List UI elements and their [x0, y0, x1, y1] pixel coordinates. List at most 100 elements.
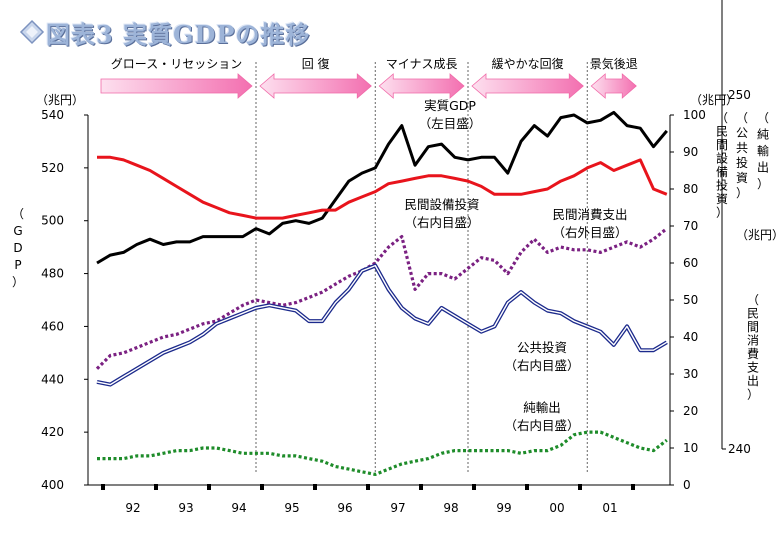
right-inner-axis-unit: （兆円）: [690, 93, 738, 107]
right-inner-tick-label: 10: [683, 441, 698, 455]
right-inner-tick-label: 90: [683, 145, 698, 159]
chart-title-block: 図表3 実質GDPの推移: [18, 14, 310, 50]
right-inner-tick-label: 60: [683, 256, 698, 270]
net-export-axis-title-char: 輸: [757, 143, 769, 158]
year-boundary-mark: [366, 484, 370, 490]
series-label: 純輸出: [523, 400, 561, 415]
right-inner-tick-label: 100: [683, 108, 706, 122]
series-line: [97, 155, 668, 220]
public-investment-axis-title: （公共投資）: [736, 111, 748, 200]
x-tick-label: 96: [337, 501, 352, 515]
year-boundary-mark: [313, 484, 317, 490]
phase-arrow: [378, 73, 465, 99]
right-outer-axis-title-char: 出: [747, 374, 759, 388]
phase-arrow: [471, 73, 584, 99]
public-investment-axis-title-char: ）: [736, 186, 748, 200]
net-export-axis-title-char: 出: [757, 161, 769, 175]
left-tick-label: 440: [41, 372, 64, 386]
left-axis-title-char: D: [13, 241, 22, 255]
left-axis-title-char: （: [12, 207, 24, 221]
phase-arrow: [100, 73, 253, 99]
right-outer-axis-title-char: 民: [747, 307, 759, 321]
year-boundary-mark: [101, 484, 105, 490]
series-label: （右内目盛）: [504, 418, 579, 433]
series-label: （右内目盛）: [504, 358, 579, 373]
net-export-axis-title-char: 純: [757, 128, 769, 142]
series-layer: [95, 110, 668, 476]
left-tick-label: 420: [41, 425, 64, 439]
public-investment-axis-title-char: （: [736, 111, 748, 125]
right-inner-tick-label: 20: [683, 404, 698, 418]
phase-label: 回 復: [302, 56, 330, 71]
year-boundary-mark: [578, 484, 582, 490]
x-tick-label: 99: [496, 501, 511, 515]
net-export-axis-title: （ 純輸出 ）: [757, 111, 769, 191]
right-outer-tick-label: 250: [728, 88, 751, 102]
right-outer-tick-label: 240: [728, 442, 751, 456]
year-boundary-mark: [525, 484, 529, 490]
label-layer: 実質GDP （左目盛） 民間消費支出 （右外目盛） 民間設備投資 （右内目盛） 公共投資 （右…: [404, 98, 627, 433]
axis-layer: 400420440460480500520540（兆円）（GDP）0102030…: [12, 0, 780, 515]
series-label: 公共投資: [517, 340, 567, 355]
right-outer-axis-title-char: 支: [747, 361, 759, 375]
left-tick-label: 460: [41, 319, 64, 333]
year-boundary-mark: [260, 484, 264, 490]
public-investment-axis-title-char: 投: [736, 155, 748, 170]
left-axis-title: （ GDP ）: [12, 207, 24, 289]
x-tick-label: 92: [125, 501, 140, 515]
phase-arrow: [590, 73, 637, 99]
series-label: （右外目盛）: [552, 225, 627, 240]
net-export-axis-title-char: ）: [757, 177, 769, 191]
series-label: 実質GDP: [424, 98, 476, 113]
public-investment-axis-title-char: 公: [736, 126, 748, 140]
series-label: 民間設備投資: [404, 197, 479, 212]
right-outer-axis-unit: （兆円）: [736, 228, 780, 242]
phase-layer: グロース・リセッション 回 復 マイナス成長 緩やかな回復 景気後退: [100, 56, 638, 99]
right-outer-axis-title-char: 消: [747, 334, 759, 348]
series-line: [96, 110, 668, 265]
series-line: [97, 430, 668, 476]
chart-title: 図表3 実質GDPの推移: [46, 19, 311, 49]
series-label: （左目盛）: [419, 116, 482, 131]
right-inner-tick-label: 30: [683, 367, 698, 381]
left-tick-label: 400: [41, 478, 64, 492]
series-label: 民間消費支出: [552, 207, 627, 222]
series-line-public-investment: [96, 263, 668, 387]
phase-label: マイナス成長: [386, 57, 458, 71]
left-axis-unit: （兆円）: [36, 93, 84, 107]
right-inner-tick-label: 0: [683, 478, 691, 492]
series-label: （右内目盛）: [404, 215, 479, 230]
left-tick-label: 480: [41, 267, 64, 281]
year-boundary-mark: [419, 484, 423, 490]
year-boundary-mark: [207, 484, 211, 490]
right-outer-axis-title-char: 間: [747, 320, 759, 334]
phase-label: 景気後退: [590, 56, 638, 71]
left-axis-title-char: G: [13, 224, 22, 238]
year-boundary-mark: [631, 484, 635, 490]
public-investment-axis-title-char: 共: [736, 141, 748, 155]
left-tick-label: 500: [41, 214, 64, 228]
right-outer-axis-title: （民間消費支出）: [747, 293, 759, 402]
year-boundary-mark: [154, 484, 158, 490]
series-line: [95, 227, 668, 370]
right-outer-axis-title-char: 費: [747, 346, 759, 361]
right-inner-tick-label: 70: [683, 219, 698, 233]
left-tick-label: 540: [41, 108, 64, 122]
series-line-public-investment-inner: [96, 264, 668, 386]
year-boundary-mark: [472, 484, 476, 490]
public-investment-axis-title-char: 資: [736, 171, 748, 185]
phase-arrow: [259, 73, 372, 99]
right-inner-tick-label: 50: [683, 293, 698, 307]
phase-label: グロース・リセッション: [111, 57, 242, 71]
x-tick-label: 97: [390, 501, 405, 515]
left-axis-title-char: P: [14, 258, 21, 272]
x-tick-label: 93: [178, 501, 193, 515]
right-outer-axis-title-char: ）: [747, 388, 759, 402]
diamond-bullet-icon: [19, 19, 45, 45]
x-tick-label: 00: [549, 501, 564, 515]
phase-label: 緩やかな回復: [492, 56, 564, 71]
left-axis-title-char: ）: [12, 275, 24, 289]
x-tick-label: 01: [602, 501, 617, 515]
right-inner-tick-label: 80: [683, 182, 698, 196]
